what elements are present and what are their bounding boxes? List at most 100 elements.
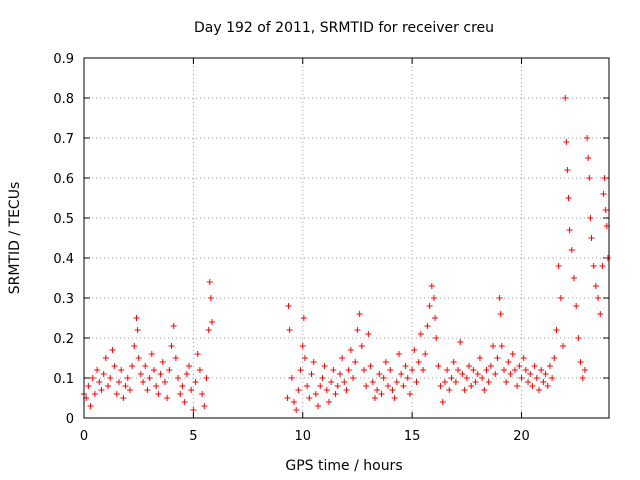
y-tick-label: 0 [66,412,74,427]
data-point [205,327,212,333]
data-point [564,167,571,173]
data-point [367,363,374,369]
data-point [409,367,416,373]
data-point [363,383,370,389]
data-point [350,375,357,381]
data-point [527,371,534,377]
data-point [555,263,562,269]
data-point [560,343,567,349]
data-point [476,355,483,361]
data-point [159,359,166,365]
data-point [511,367,518,373]
data-point [332,391,339,397]
data-point [382,359,389,365]
data-point [571,275,577,281]
data-point [196,367,203,373]
data-point [441,379,448,385]
data-point [479,375,486,381]
data-point [420,367,427,373]
plot-frame [83,57,610,419]
data-point [299,343,306,349]
data-point [291,399,297,405]
chart-title: Day 192 of 2011, SRMTID for receiver cre… [194,20,494,36]
data-point [140,379,147,385]
data-point [496,295,503,301]
data-point [315,403,322,409]
data-point [398,371,405,377]
data-point [100,371,107,377]
data-point [461,387,468,393]
data-point [155,391,162,397]
data-point [426,303,433,309]
data-point [581,367,588,373]
y-tick-label: 0.4 [53,252,74,267]
data-point [297,367,304,373]
data-point [172,355,179,361]
data-point [168,343,175,349]
data-point [116,379,122,385]
data-point [164,395,171,401]
x-tick-label: 15 [404,429,421,444]
data-point [352,359,359,365]
data-point [452,379,459,385]
data-point [529,383,536,389]
data-point [300,315,307,321]
data-point [393,379,400,385]
axis-ticks: 0 0.1 0.2 0.3 0.4 0.5 0.6 0.7 0.8 0.9 0 5 10 15 20 [53,52,609,444]
y-tick-label: 0.7 [53,132,74,147]
data-point [468,383,475,389]
data-point [533,375,540,381]
data-point [601,175,608,181]
data-point [378,391,385,397]
data-point [131,343,138,349]
data-point [431,295,437,301]
data-point [166,367,173,373]
data-point [501,367,507,373]
data-point [111,363,118,369]
data-point [424,323,431,329]
data-point [365,331,372,337]
data-point [146,375,153,381]
data-point [306,395,313,401]
data-point [343,387,350,393]
data-point [531,363,538,369]
data-point [586,175,593,181]
data-point [546,363,553,369]
data-point [341,379,348,385]
data-point [135,355,142,361]
data-point [137,371,144,377]
data-point [432,315,439,321]
data-point [312,391,319,397]
x-tick-label: 5 [189,429,197,444]
data-point [148,351,155,357]
data-point [518,375,525,381]
data-point [437,383,444,389]
data-point [374,387,381,393]
data-point [553,327,560,333]
data-point [87,403,94,409]
data-point [356,311,363,317]
data-point [400,383,407,389]
data-point [584,135,591,141]
data-point [538,367,545,373]
data-point [308,371,315,377]
data-point [113,391,120,397]
data-point [485,379,492,385]
data-point [448,375,455,381]
data-point [208,319,215,325]
data-point [457,339,464,345]
data-point [481,387,488,393]
data-point [161,379,168,385]
data-point [503,379,510,385]
data-point [573,303,580,309]
data-point [568,247,575,253]
data-point [129,363,136,369]
data-point [435,363,442,369]
data-point [91,391,98,397]
data-point [153,383,160,389]
x-tick-label: 20 [513,429,530,444]
data-point [406,391,413,397]
data-point [207,295,214,301]
data-point [588,235,595,241]
data-point [361,367,367,373]
